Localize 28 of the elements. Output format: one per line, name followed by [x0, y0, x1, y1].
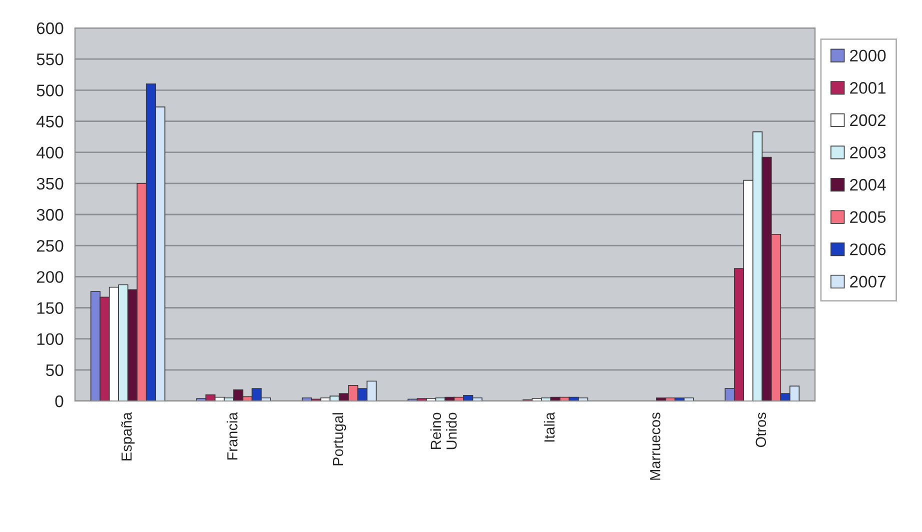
legend-label: 2000	[850, 50, 886, 62]
y-tick-label: 200	[36, 271, 64, 283]
y-tick-label: 400	[36, 146, 64, 159]
y-tick-label: 550	[36, 53, 64, 66]
legend-label: 2006	[850, 243, 886, 256]
y-tick-label: 100	[37, 333, 64, 346]
legend-label: 2002	[850, 114, 886, 126]
x-tick-label: Reino Unido	[430, 412, 457, 450]
y-tick-label: 450	[36, 116, 64, 128]
legend-label: 2001	[850, 82, 886, 94]
y-tick-label: 50	[46, 364, 64, 376]
x-tick-label: Francia	[226, 412, 238, 460]
y-tick-label: 300	[36, 208, 64, 221]
x-tick-label: Portugal	[332, 413, 346, 466]
y-tick-label: 250	[36, 240, 64, 252]
x-tick-label: Otros	[756, 412, 766, 448]
legend-label: 2007	[850, 276, 886, 288]
x-tick-label: Marruecos	[650, 412, 660, 480]
y-tick-label: 150	[37, 302, 64, 314]
legend-label: 2005	[850, 211, 886, 223]
x-tick-label: Italia	[544, 412, 555, 442]
y-tick-label: 350	[36, 178, 64, 190]
legend-label: 2004	[850, 178, 886, 191]
legend-label: 2003	[850, 146, 886, 158]
y-tick-label: 0	[55, 395, 64, 408]
y-tick-label: 600	[36, 22, 64, 34]
x-tick-label: España	[121, 412, 135, 460]
y-tick-label: 500	[36, 84, 64, 96]
